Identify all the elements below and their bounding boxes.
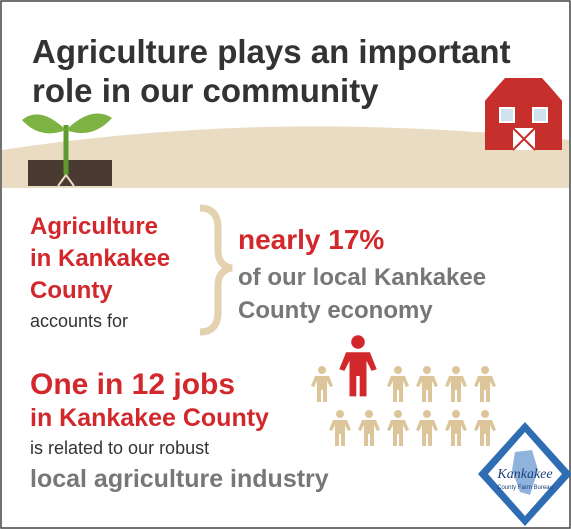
rest-line: of our local Kankakee <box>238 264 486 291</box>
person-icon <box>387 366 409 402</box>
person-icon <box>474 410 496 446</box>
person-icon <box>329 410 351 446</box>
jobs-verb: is related to our robust <box>30 438 209 458</box>
verb: accounts for <box>30 311 128 331</box>
jobs-highlight: One in 12 jobs <box>30 368 235 401</box>
subject-line: Agriculture <box>30 213 158 240</box>
person-icon <box>311 366 333 402</box>
person-icon <box>416 366 438 402</box>
title-line: role in our community <box>32 72 379 109</box>
rest-line: County economy <box>238 297 433 324</box>
logo: Kankakee County Farm Bureau <box>478 422 571 526</box>
title-line: Agriculture plays an important <box>32 33 511 70</box>
person-icon <box>387 410 409 446</box>
person-icon <box>358 410 380 446</box>
person-icon <box>445 410 467 446</box>
jobs-highlight: in Kankakee County <box>30 404 269 432</box>
people-icons <box>311 335 496 446</box>
logo-name: Kankakee <box>496 467 552 482</box>
person-icon <box>445 366 467 402</box>
hill <box>2 126 569 188</box>
person-icon <box>474 366 496 402</box>
subject-line: County <box>30 277 113 304</box>
person-icon <box>339 335 377 397</box>
subject-line: in Kankakee <box>30 245 170 272</box>
barn-icon <box>480 73 567 151</box>
sprout-icon <box>22 113 112 187</box>
highlight: nearly 17% <box>238 224 384 255</box>
brace <box>199 204 233 336</box>
jobs-rest: local agriculture industry <box>30 465 329 493</box>
person-icon <box>416 410 438 446</box>
logo-subtitle: County Farm Bureau <box>497 485 553 491</box>
